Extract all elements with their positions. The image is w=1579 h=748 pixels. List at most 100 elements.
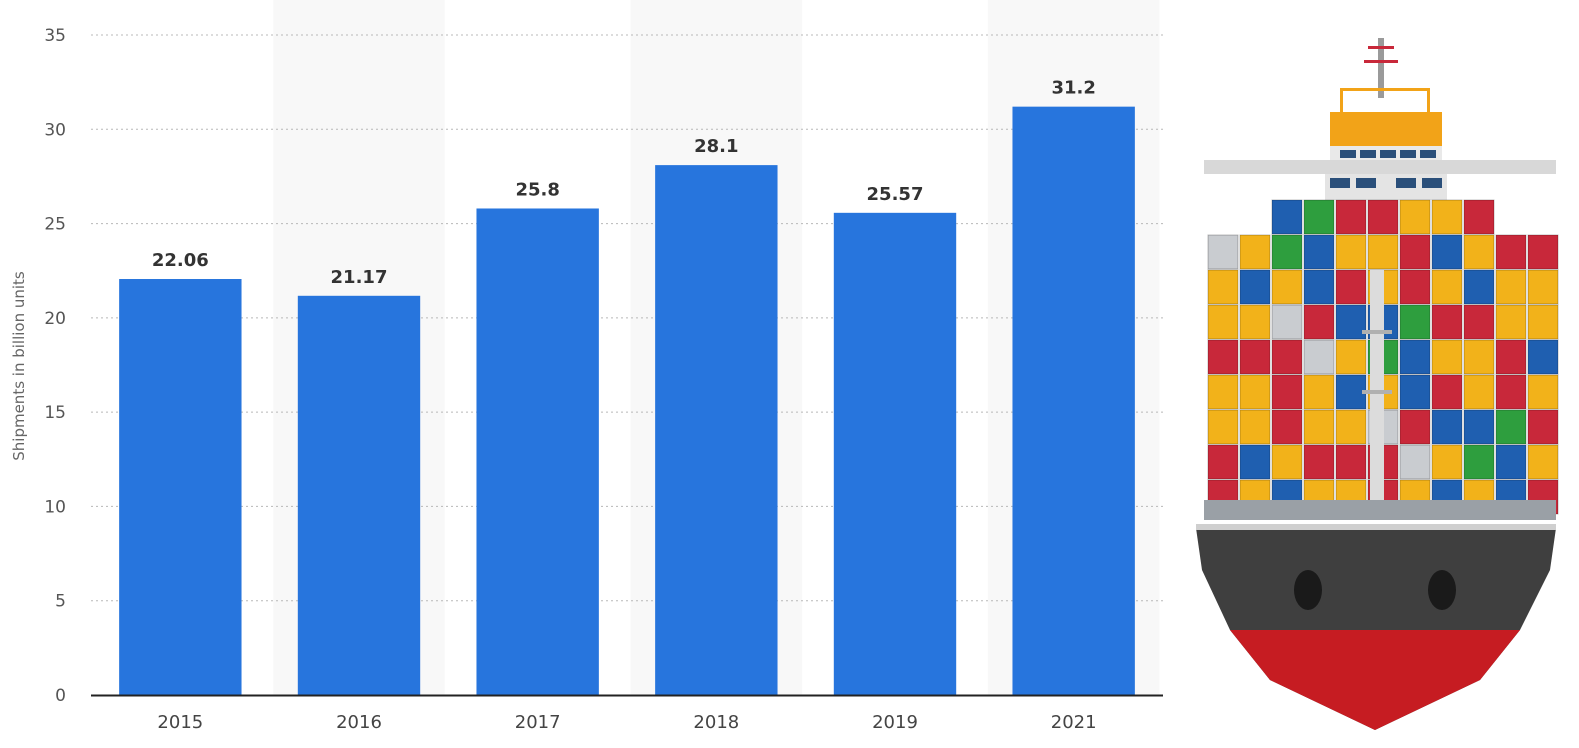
shipping-container <box>1527 339 1559 375</box>
shipping-container <box>1399 444 1431 480</box>
shipping-container <box>1239 444 1271 480</box>
y-tick-label: 30 <box>44 120 66 140</box>
shipping-container <box>1271 199 1303 235</box>
shipping-container <box>1271 409 1303 445</box>
shipping-container <box>1271 374 1303 410</box>
x-tick-label: 2018 <box>693 712 739 733</box>
y-axis-title: Shipments in billion units <box>10 271 28 461</box>
shipping-container <box>1431 234 1463 270</box>
shipping-container <box>1399 409 1431 445</box>
ship-center-mast <box>1362 270 1392 500</box>
bar-2018 <box>655 165 778 696</box>
shipping-container <box>1303 199 1335 235</box>
data-labels: 22.06 21.17 25.8 28.1 25.57 31.2 <box>152 78 1096 288</box>
shipping-container <box>1271 444 1303 480</box>
shipping-container <box>1207 444 1239 480</box>
shipping-container <box>1431 199 1463 235</box>
shipping-container <box>1463 269 1495 305</box>
shipping-container <box>1335 339 1367 375</box>
shipping-container <box>1527 409 1559 445</box>
y-tick-label: 20 <box>44 309 66 329</box>
shipping-container <box>1463 339 1495 375</box>
shipping-container <box>1335 269 1367 305</box>
shipping-container <box>1335 199 1367 235</box>
shipping-container <box>1431 374 1463 410</box>
x-tick-label: 2019 <box>872 712 918 733</box>
ship-hull <box>1196 500 1556 730</box>
y-tick-label: 5 <box>55 592 66 612</box>
shipping-container <box>1463 234 1495 270</box>
shipping-container <box>1239 269 1271 305</box>
shipping-container <box>1335 304 1367 340</box>
data-label: 25.8 <box>515 179 559 200</box>
shipping-container <box>1207 374 1239 410</box>
bar-2016 <box>297 295 421 695</box>
shipping-container <box>1399 304 1431 340</box>
shipping-container <box>1303 444 1335 480</box>
shipping-container <box>1399 234 1431 270</box>
shipping-container <box>1527 444 1559 480</box>
data-label: 28.1 <box>694 136 738 157</box>
shipping-container <box>1527 304 1559 340</box>
shipping-container <box>1271 304 1303 340</box>
shipping-container <box>1431 339 1463 375</box>
ship-bridge <box>1204 112 1556 200</box>
shipping-container <box>1367 199 1399 235</box>
shipping-container <box>1495 339 1527 375</box>
shipping-container <box>1271 339 1303 375</box>
shipping-container <box>1495 269 1527 305</box>
shipping-container <box>1399 269 1431 305</box>
y-tick-label: 10 <box>44 497 66 517</box>
data-label: 31.2 <box>1051 78 1095 99</box>
shipping-container <box>1271 234 1303 270</box>
shipping-container <box>1431 304 1463 340</box>
shipping-container <box>1399 374 1431 410</box>
shipping-container <box>1207 339 1239 375</box>
x-tick-label: 2016 <box>336 712 382 733</box>
shipping-container <box>1239 409 1271 445</box>
shipping-container <box>1463 199 1495 235</box>
x-tick-label: 2015 <box>157 712 203 733</box>
shipping-container <box>1239 374 1271 410</box>
shipping-container <box>1303 374 1335 410</box>
shipping-container <box>1399 339 1431 375</box>
y-tick-label: 35 <box>44 26 66 46</box>
shipping-container <box>1303 409 1335 445</box>
y-tick-label: 25 <box>44 215 66 235</box>
shipping-container <box>1431 269 1463 305</box>
shipping-container <box>1527 269 1559 305</box>
shipping-container <box>1495 234 1527 270</box>
shipping-container <box>1495 374 1527 410</box>
shipping-container <box>1207 304 1239 340</box>
data-label: 25.57 <box>867 184 924 205</box>
bar-2015 <box>119 279 242 695</box>
shipping-container <box>1303 234 1335 270</box>
shipping-container <box>1399 199 1431 235</box>
shipping-container <box>1335 234 1367 270</box>
shipping-container <box>1527 374 1559 410</box>
shipping-container <box>1271 269 1303 305</box>
shipping-container <box>1495 444 1527 480</box>
bar-2017 <box>476 208 599 695</box>
shipping-container <box>1335 374 1367 410</box>
shipping-container <box>1335 444 1367 480</box>
x-tick-label: 2017 <box>515 712 561 733</box>
y-axis-ticks: 0 5 10 15 20 25 30 35 <box>44 26 66 706</box>
shipping-container <box>1431 444 1463 480</box>
shipping-container <box>1303 269 1335 305</box>
bar-2021 <box>1012 106 1135 695</box>
container-ship-icon <box>1196 38 1559 730</box>
data-label: 21.17 <box>331 267 388 288</box>
shipping-container <box>1303 304 1335 340</box>
x-tick-label: 2021 <box>1051 712 1097 733</box>
y-tick-label: 15 <box>44 403 66 423</box>
shipping-container <box>1463 409 1495 445</box>
shipping-container <box>1207 409 1239 445</box>
bars <box>119 106 1135 696</box>
shipping-container <box>1463 374 1495 410</box>
data-label: 22.06 <box>152 250 209 271</box>
x-axis-ticks: 2015 2016 2017 2018 2019 2021 <box>157 712 1096 733</box>
shipping-container <box>1367 234 1399 270</box>
ship-mast <box>1340 38 1430 112</box>
bar-chart: 0 5 10 15 20 25 30 35 22.06 21.17 25.8 28.1 25.57 31… <box>10 26 1163 733</box>
